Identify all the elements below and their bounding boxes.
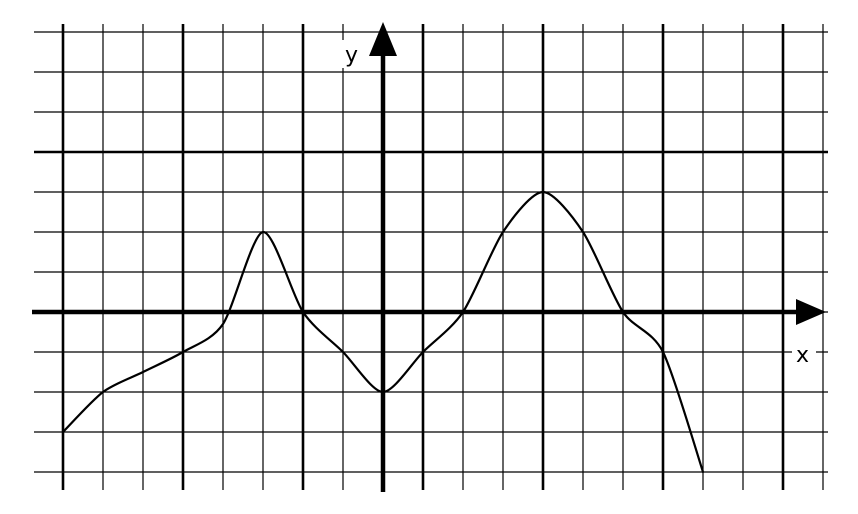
x-axis-label-background: [792, 340, 816, 368]
y-axis-label-background: [340, 40, 366, 68]
y-axis-label: y: [345, 43, 358, 68]
x-axis-label: x: [796, 343, 809, 368]
axes: [32, 22, 826, 492]
x-axis-arrow-icon: [796, 299, 826, 325]
series-line: [61, 190, 705, 474]
axis-labels: y x: [340, 40, 816, 368]
y-axis-arrow-icon: [369, 22, 397, 56]
series-layer: [61, 190, 705, 474]
grid: [34, 24, 828, 490]
